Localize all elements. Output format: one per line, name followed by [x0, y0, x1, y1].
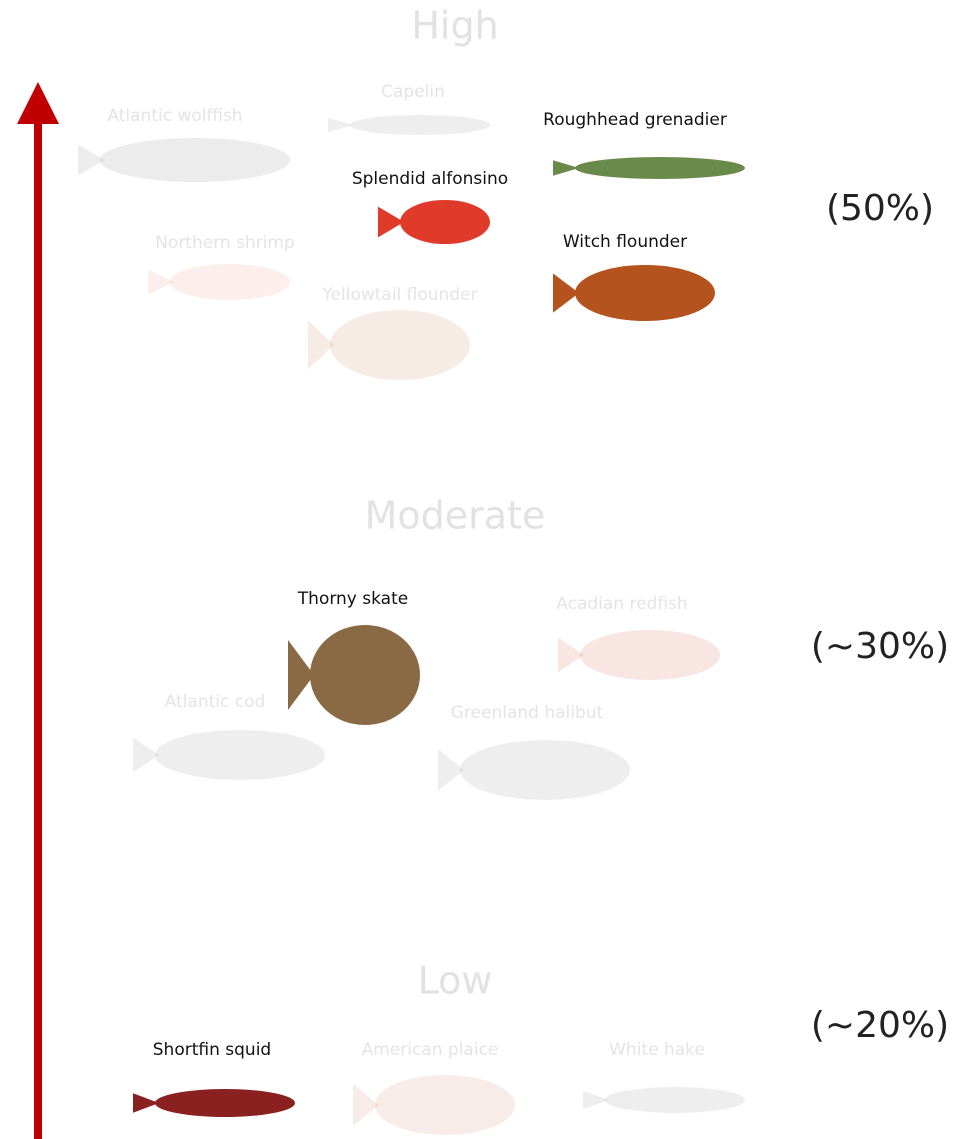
species-tail — [353, 1084, 379, 1126]
species-name: Northern shrimp — [155, 233, 295, 253]
species-name: White hake — [609, 1040, 705, 1060]
species-tail — [78, 144, 104, 176]
species-name: Splendid alfonsino — [352, 169, 508, 189]
species-name: American plaice — [362, 1040, 499, 1060]
species-name: Yellowtail flounder — [321, 285, 477, 305]
species-tail — [558, 637, 584, 673]
species-name: Atlantic cod — [165, 692, 266, 712]
species-image — [310, 625, 420, 725]
level-label: Low — [418, 959, 493, 1003]
species-name: Witch flounder — [563, 232, 687, 252]
species-tail — [288, 640, 314, 710]
level-share: (~30%) — [811, 626, 949, 667]
species-image — [460, 740, 630, 800]
species-image — [400, 200, 490, 244]
species-image — [100, 138, 290, 182]
species-name: Capelin — [381, 82, 445, 102]
species-image — [575, 265, 715, 321]
species-tail — [148, 269, 174, 295]
species-image — [170, 264, 290, 300]
species-image — [155, 730, 325, 780]
species-tail — [553, 160, 579, 176]
species-tail — [133, 737, 159, 773]
level-label: High — [411, 4, 498, 48]
species-image — [575, 157, 745, 179]
species-tail — [553, 273, 579, 313]
species-tail — [308, 320, 334, 370]
species-image — [330, 310, 470, 380]
species-tail — [583, 1090, 609, 1110]
level-share: (~20%) — [811, 1005, 949, 1046]
level-share: (50%) — [826, 188, 934, 229]
species-image — [605, 1087, 745, 1113]
species-image — [155, 1089, 295, 1117]
species-image — [580, 630, 720, 680]
species-tail — [133, 1093, 159, 1113]
species-name: Greenland halibut — [451, 703, 604, 723]
species-tail — [378, 206, 404, 238]
level-label: Moderate — [365, 494, 546, 538]
species-tail — [438, 749, 464, 791]
species-name: Shortfin squid — [153, 1040, 271, 1060]
species-name: Acadian redfish — [556, 594, 687, 614]
species-name: Atlantic wolffish — [107, 106, 242, 126]
species-tail — [328, 118, 354, 132]
vulnerability-arrow-head — [17, 82, 59, 124]
species-image — [375, 1075, 515, 1135]
species-image — [350, 115, 490, 135]
species-name: Roughhead grenadier — [543, 110, 727, 130]
species-name: Thorny skate — [297, 589, 408, 609]
